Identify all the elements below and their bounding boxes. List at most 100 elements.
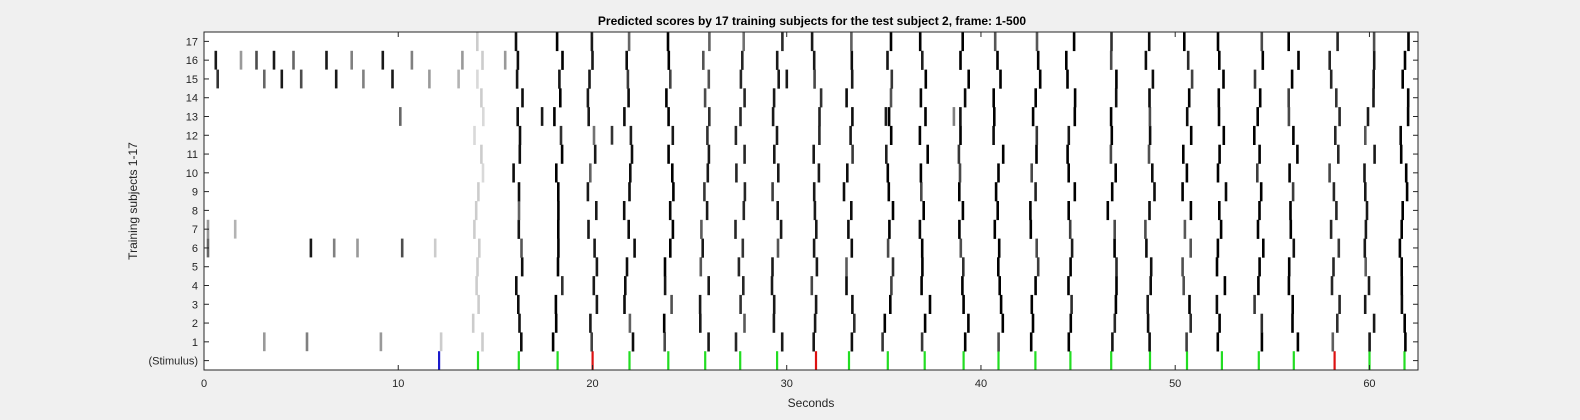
score-mark: [1181, 182, 1184, 202]
score-mark: [1216, 163, 1220, 183]
score-mark: [214, 50, 218, 70]
score-mark: [669, 69, 672, 89]
score-mark: [891, 201, 895, 221]
score-mark: [517, 182, 521, 202]
score-mark: [1297, 50, 1300, 70]
score-mark: [439, 332, 443, 352]
score-mark: [851, 144, 854, 164]
score-mark: [663, 332, 666, 352]
score-mark: [819, 88, 823, 108]
score-mark: [1144, 219, 1147, 239]
score-mark: [812, 182, 816, 202]
score-mark: [845, 88, 848, 108]
score-mark: [350, 50, 353, 70]
score-mark: [1364, 257, 1367, 277]
score-mark: [997, 257, 1000, 277]
stimulus-mark: [667, 351, 670, 370]
score-mark: [1222, 69, 1225, 89]
x-tick-label: 10: [392, 378, 404, 390]
stimulus-mark: [476, 351, 480, 370]
score-mark: [889, 88, 893, 108]
score-mark: [812, 332, 815, 352]
score-mark: [889, 125, 893, 145]
score-mark: [922, 201, 925, 221]
score-mark: [777, 69, 780, 89]
score-mark: [624, 276, 627, 296]
score-mark: [1290, 69, 1294, 89]
score-mark: [471, 313, 475, 333]
score-mark: [623, 107, 626, 127]
score-mark: [481, 163, 485, 183]
score-mark: [540, 107, 544, 126]
score-mark: [461, 50, 464, 70]
score-mark: [663, 257, 667, 277]
score-mark: [890, 69, 894, 89]
score-mark: [777, 163, 780, 183]
score-mark: [963, 88, 967, 108]
score-mark: [705, 201, 709, 221]
score-mark: [1151, 163, 1154, 183]
score-mark: [554, 313, 558, 333]
x-axis-label: Seconds: [788, 396, 835, 410]
plot-frame: [203, 31, 1419, 371]
y-axis-label: Training subjects 1-17: [126, 142, 140, 260]
score-mark: [391, 69, 394, 89]
stimulus-mark: [962, 351, 965, 370]
y-tick-label: 9: [192, 187, 198, 199]
score-mark: [707, 69, 711, 89]
score-mark: [332, 238, 336, 258]
score-mark: [473, 219, 476, 239]
score-mark: [627, 219, 630, 239]
score-mark: [481, 332, 484, 352]
score-mark: [1215, 257, 1219, 277]
score-mark: [967, 69, 970, 89]
score-mark: [1148, 332, 1151, 352]
score-mark: [1291, 294, 1294, 314]
score-mark: [1372, 32, 1376, 52]
score-mark: [1189, 313, 1192, 333]
score-mark: [1258, 201, 1261, 221]
score-mark: [1400, 276, 1404, 296]
score-mark: [557, 238, 560, 258]
score-mark: [1296, 332, 1300, 352]
score-mark: [669, 238, 672, 258]
score-mark: [1334, 125, 1337, 145]
score-mark: [1147, 32, 1151, 52]
score-mark: [1068, 219, 1072, 239]
score-mark: [1256, 107, 1259, 127]
score-mark: [590, 32, 594, 52]
score-mark: [1030, 294, 1034, 314]
score-mark: [850, 201, 853, 221]
score-mark: [853, 313, 856, 333]
score-mark: [993, 32, 997, 52]
score-mark: [1403, 313, 1406, 333]
score-mark: [1001, 144, 1005, 164]
y-tick-label: 16: [186, 55, 198, 67]
y-tick-label: 17: [186, 36, 198, 48]
score-mark: [924, 69, 928, 89]
chart-title: Predicted scores by 17 training subjects…: [598, 14, 1026, 28]
score-mark: [518, 144, 522, 164]
y-tick-label: 2: [192, 318, 198, 330]
score-mark: [400, 238, 404, 258]
score-mark: [817, 163, 821, 183]
score-mark: [967, 313, 970, 333]
score-mark: [476, 32, 479, 52]
score-mark: [1218, 144, 1221, 164]
score-mark: [1407, 32, 1410, 52]
score-mark: [707, 276, 710, 296]
score-mark: [1030, 163, 1033, 183]
score-mark: [591, 50, 594, 70]
x-tick-label: 50: [1169, 378, 1181, 390]
score-mark: [999, 294, 1003, 314]
score-mark: [997, 238, 1001, 258]
score-mark: [1287, 32, 1290, 52]
score-mark: [818, 107, 821, 127]
score-mark: [1070, 294, 1073, 314]
score-mark: [703, 182, 706, 202]
score-mark: [1292, 125, 1295, 145]
score-mark: [515, 276, 518, 296]
score-mark: [610, 125, 614, 145]
score-mark: [998, 276, 1001, 296]
score-mark: [628, 313, 632, 333]
